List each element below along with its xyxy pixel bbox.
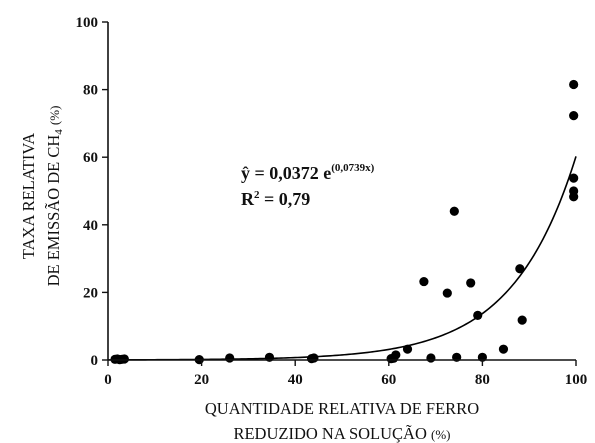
data-point [391, 350, 401, 360]
data-point [569, 79, 579, 90]
data-point [402, 344, 413, 354]
axis-ticks: 0 20 40 60 80 100 0 20 40 60 80 100 [76, 15, 588, 388]
x-tick-label: 100 [565, 372, 588, 388]
y-tick-label: 100 [76, 15, 99, 31]
x-tick-label: 20 [194, 372, 209, 388]
fit-equation-exponent: (0,0739x) [331, 162, 374, 174]
data-point [449, 206, 459, 216]
x-tick-label: 60 [381, 372, 396, 388]
data-point [498, 344, 509, 354]
y-axis-title-line1: TAXA RELATIVA [19, 133, 38, 259]
data-point [466, 278, 476, 288]
data-point [473, 310, 483, 320]
x-tick-label: 80 [475, 372, 490, 388]
data-point [442, 288, 452, 298]
data-point [119, 354, 129, 364]
y-tick-label: 60 [83, 150, 98, 166]
x-tick-label: 0 [104, 372, 112, 388]
r-squared-superscript: 2 [254, 189, 260, 201]
data-point [225, 353, 235, 363]
data-point [309, 353, 319, 363]
data-point [569, 192, 579, 202]
data-point [517, 315, 527, 325]
y-tick-label: 40 [83, 218, 98, 234]
data-point [569, 111, 579, 121]
y-axis-title-line2: DE EMISSÃO DE CH4 (%) [44, 106, 65, 287]
x-tick-label: 40 [288, 372, 303, 388]
data-point [426, 353, 436, 363]
y-tick-label: 20 [83, 285, 98, 301]
data-point [419, 276, 429, 287]
data-point [515, 264, 525, 274]
fit-equation: ŷ = 0,0372 e(0,0739x) [241, 162, 375, 183]
fit-curve [108, 156, 577, 361]
y-tick-label: 80 [83, 83, 98, 99]
r-squared-label: R2 = 0,79 [241, 189, 310, 209]
y-tick-label: 0 [91, 353, 99, 369]
x-axis-title-line1: QUANTIDADE RELATIVA DE FERRO [205, 399, 479, 418]
data-point [569, 173, 579, 183]
plot-area [108, 79, 579, 365]
x-axis-title-line2: REDUZIDO NA SOLUÇÃO (%) [233, 424, 450, 443]
